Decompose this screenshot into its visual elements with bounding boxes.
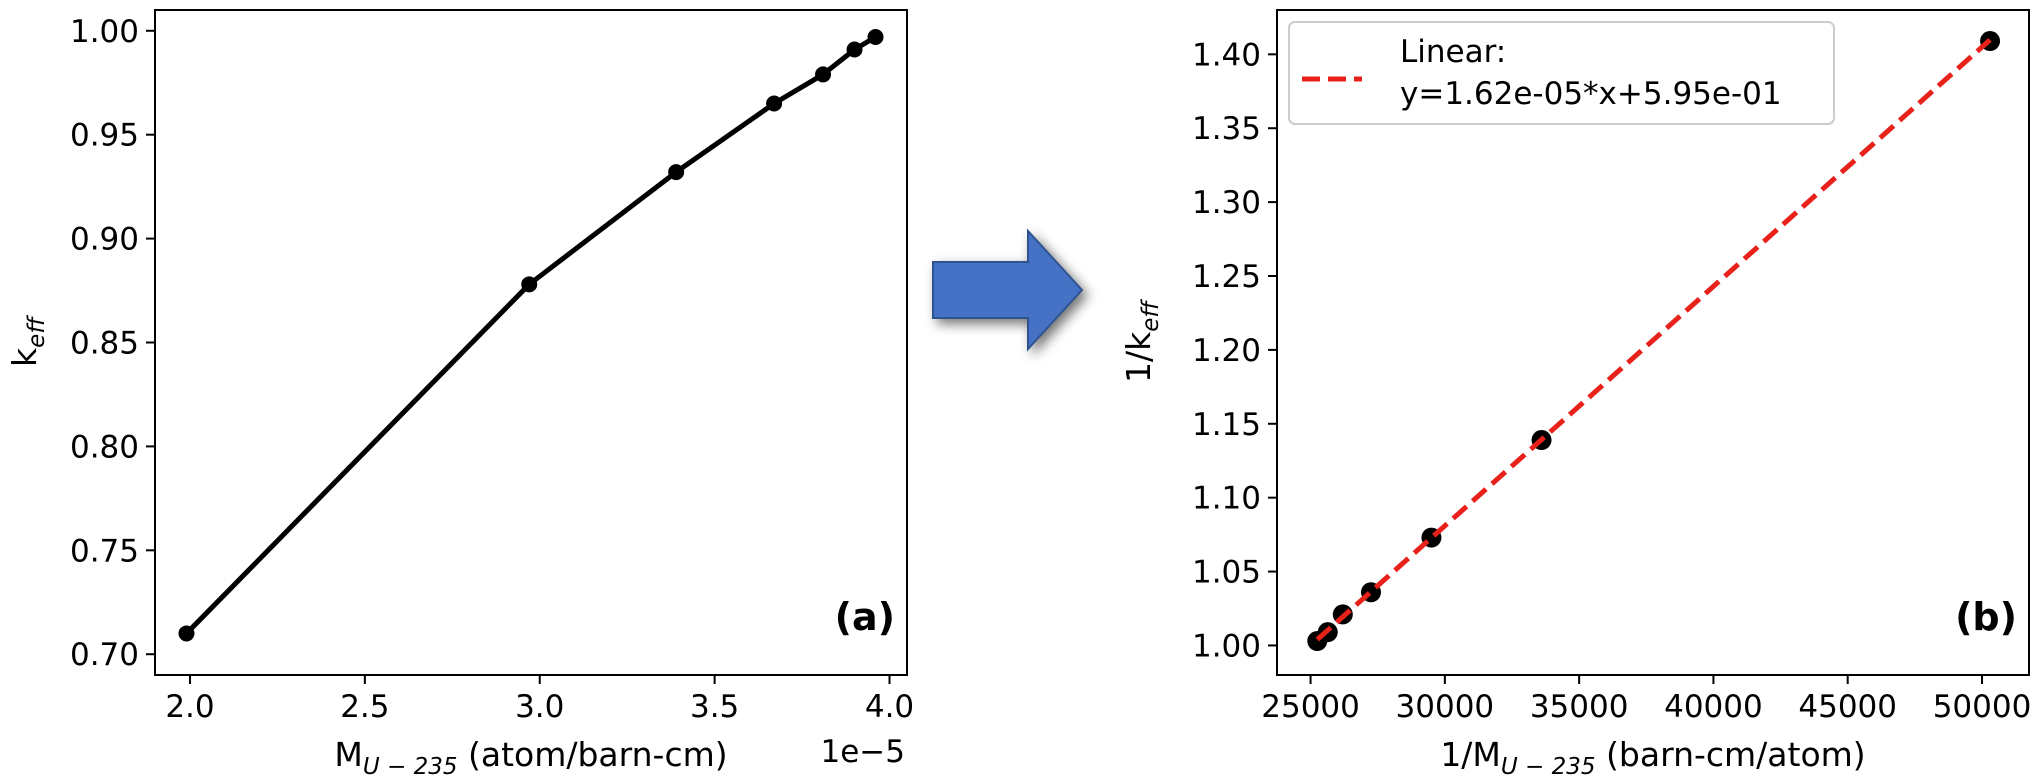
chart-a-series — [178, 29, 884, 642]
chart-b-series — [1307, 31, 2001, 652]
x-tick-label: 3.0 — [515, 689, 564, 725]
right-arrow-icon — [932, 228, 1084, 352]
chart-a-ylabel: keff — [5, 315, 50, 367]
x-tick-label: 4.0 — [865, 689, 914, 725]
x-tick-label: 2.5 — [340, 689, 389, 725]
chart-b-frame — [1276, 9, 2030, 676]
x-tick-label: 40000 — [1664, 689, 1763, 725]
y-tick-label: 1.00 — [70, 14, 139, 50]
y-tick-label: 1.40 — [1192, 37, 1261, 73]
chart-a-xticks: 2.0 2.5 3.0 3.5 4.0 — [165, 675, 914, 725]
chart-b-xlabel: 1/MU − 235 (barn-cm/atom) — [1440, 735, 1865, 780]
x-tick-label: 45000 — [1798, 689, 1897, 725]
y-tick-label: 0.70 — [70, 637, 139, 673]
data-point — [815, 66, 832, 83]
y-tick-label: 1.10 — [1192, 481, 1261, 517]
legend-box — [1288, 21, 1835, 125]
y-tick-label: 1.25 — [1192, 259, 1261, 295]
legend-label-line2: y=1.62e-05*x+5.95e-01 — [1400, 76, 1782, 112]
y-tick-label: 1.15 — [1192, 407, 1261, 443]
chart-b-xticks: 25000 30000 35000 40000 45000 50000 — [1261, 675, 2031, 725]
x-tick-label: 3.5 — [690, 689, 739, 725]
data-point — [867, 29, 884, 46]
chart-b: 25000 30000 35000 40000 45000 50000 1.001.051… — [1119, 9, 2031, 780]
x-tick-label: 50000 — [1933, 689, 2032, 725]
y-tick-label: 1.35 — [1192, 111, 1261, 147]
data-point — [668, 164, 685, 181]
chart-a: 2.0 2.5 3.0 3.5 4.0 0.70 0.75 0.80 0.85 0.90 0.95… — [5, 9, 914, 780]
y-tick-label: 0.95 — [70, 118, 139, 154]
y-tick-label: 0.80 — [70, 429, 139, 465]
chart-a-x-offset: 1e−5 — [821, 734, 906, 770]
chart-a-frame — [154, 9, 908, 676]
y-tick-label: 0.90 — [70, 222, 139, 258]
y-tick-label: 0.85 — [70, 326, 139, 362]
chart-a-panel-tag: (a) — [835, 595, 895, 639]
chart-a-xlabel: MU − 235 (atom/barn-cm) — [334, 735, 727, 780]
chart-b-ylabel: 1/keff — [1119, 299, 1164, 383]
x-tick-label: 30000 — [1396, 689, 1495, 725]
y-tick-label: 1.30 — [1192, 185, 1261, 221]
chart-b-yticks: 1.00 1.05 1.10 1.15 1.20 1.25 1.30 1.35 1.40 — [1192, 37, 1277, 664]
chart-b-panel-tag: (b) — [1955, 595, 2017, 639]
data-point — [766, 95, 783, 112]
series-line — [184, 34, 877, 636]
data-point — [846, 41, 863, 58]
x-tick-label: 2.0 — [165, 689, 214, 725]
chart-a-yticks: 0.70 0.75 0.80 0.85 0.90 0.95 1.00 — [70, 14, 155, 673]
y-tick-label: 1.05 — [1192, 555, 1261, 591]
y-tick-label: 0.75 — [70, 533, 139, 569]
x-tick-label: 35000 — [1530, 689, 1629, 725]
legend-label-line1: Linear: — [1400, 34, 1506, 70]
chart-b-legend: Linear: y=1.62e-05*x+5.95e-01 — [1288, 21, 1835, 125]
fit-line — [1315, 37, 1992, 642]
y-tick-label: 1.20 — [1192, 333, 1261, 369]
x-tick-label: 25000 — [1261, 689, 1360, 725]
y-tick-label: 1.00 — [1192, 628, 1261, 664]
data-point — [521, 276, 538, 293]
data-point — [178, 625, 195, 642]
